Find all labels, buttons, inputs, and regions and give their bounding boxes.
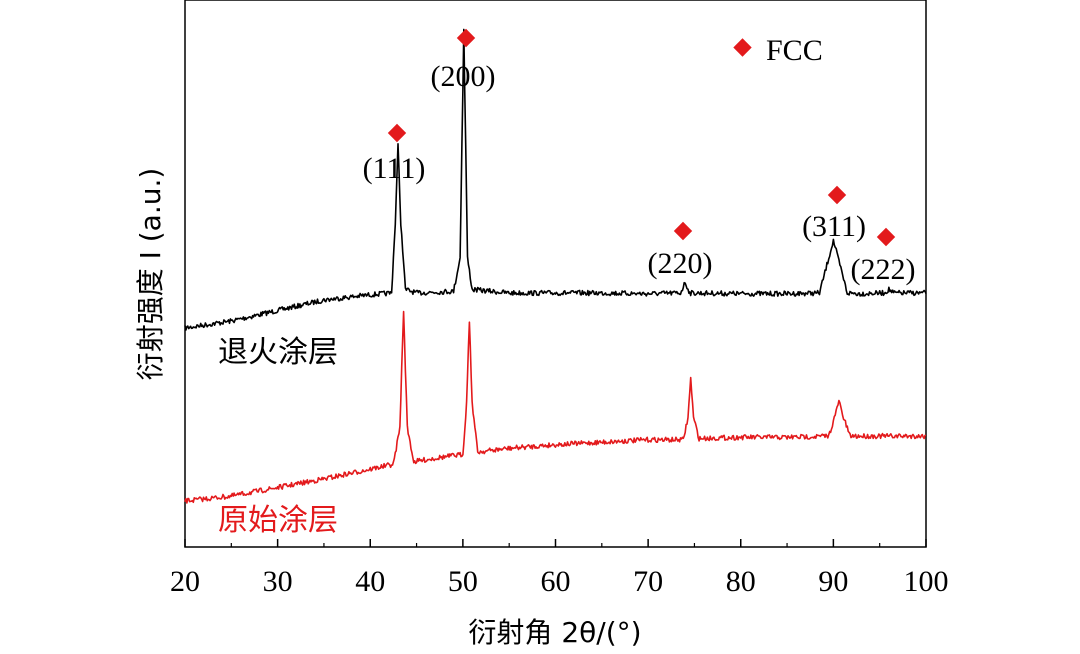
peak-label: (111) [363, 152, 426, 185]
fcc-marker-diamond-icon [827, 185, 847, 205]
x-tick-label: 100 [904, 565, 949, 598]
fcc-marker-diamond-icon [456, 28, 476, 48]
x-tick-label: 80 [726, 565, 756, 598]
x-tick-label: 40 [355, 565, 385, 598]
x-axis: 20 30 40 50 60 70 80 90 100 [170, 539, 949, 598]
x-tick-label: 70 [633, 565, 663, 598]
fcc-marker-diamond-icon [876, 227, 896, 247]
x-tick-label: 90 [818, 565, 848, 598]
peak-label: (222) [851, 253, 916, 286]
fcc-marker-diamond-icon [673, 221, 693, 241]
series-label-annealed: 退火涂层 [218, 335, 338, 370]
legend-marker-diamond-icon [733, 38, 752, 57]
series-line-original [184, 310, 927, 504]
x-tick-label: 20 [170, 565, 200, 598]
x-tick-label: 50 [448, 565, 478, 598]
peak-annotations: (111) (200) (220) (311) (222) [363, 28, 916, 286]
x-axis-label: 衍射角 2θ/(°) [468, 616, 641, 649]
series-label-original: 原始涂层 [218, 503, 338, 538]
peak-label: (200) [431, 60, 496, 93]
y-axis-label: 衍射强度 I (a.u.) [134, 168, 167, 381]
fcc-marker-diamond-icon [387, 123, 407, 143]
series-line-annealed [184, 28, 927, 331]
x-tick-label: 60 [541, 565, 571, 598]
x-tick-label: 30 [263, 565, 293, 598]
peak-label: (220) [648, 247, 713, 280]
legend: FCC [733, 34, 823, 67]
legend-label: FCC [766, 34, 823, 67]
series-layer [184, 28, 927, 504]
peak-label: (311) [802, 210, 866, 243]
plot-frame [184, 0, 927, 548]
